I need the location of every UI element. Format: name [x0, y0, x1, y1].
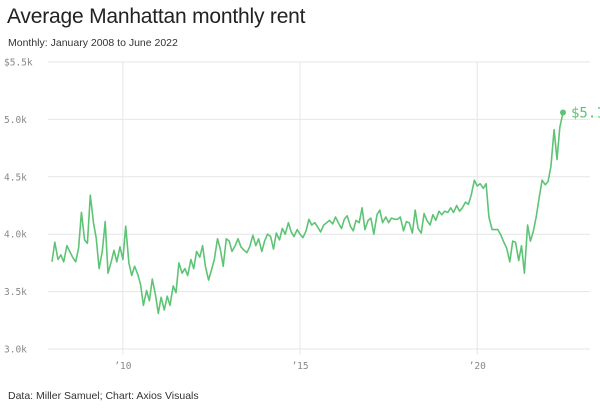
- source-note: Data: Miller Samuel; Chart: Axios Visual…: [8, 390, 199, 402]
- tick-layer: 3.0k 3.5k 4.0k 4.5k 5.0k $5.5k ’10 ’15 ’20: [4, 58, 486, 373]
- x-tick-label: ’15: [291, 361, 308, 372]
- y-tick-label: 3.0k: [4, 345, 27, 356]
- chart-subtitle: Monthly: January 2008 to June 2022: [8, 37, 178, 49]
- label-layer: $5.1k: [571, 106, 600, 122]
- x-tick-label: ’20: [469, 361, 486, 372]
- end-point-marker: [559, 109, 566, 116]
- end-value-label: $5.1k: [571, 106, 600, 122]
- y-tick-label: 5.0k: [4, 115, 27, 126]
- chart-title: Average Manhattan monthly rent: [7, 5, 306, 28]
- grid-layer: [48, 61, 590, 355]
- series-layer: [51, 109, 566, 315]
- x-tick-label: ’10: [114, 361, 131, 372]
- rent-series-line: [51, 112, 564, 315]
- y-tick-label: 4.0k: [4, 230, 27, 241]
- y-tick-label: 3.5k: [4, 287, 27, 298]
- y-tick-label: 4.5k: [4, 172, 27, 183]
- y-tick-label: $5.5k: [4, 58, 33, 69]
